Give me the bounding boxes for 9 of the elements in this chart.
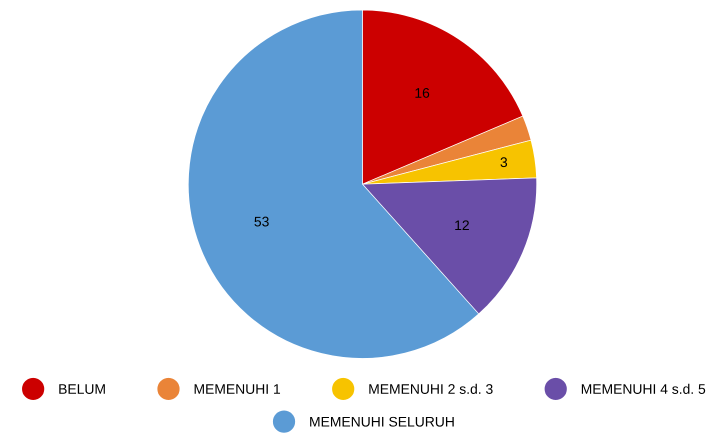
- legend-label: MEMENUHI 2 s.d. 3: [369, 384, 493, 394]
- legend-label: MEMENUHI 1: [194, 384, 280, 394]
- data-label: 3: [500, 157, 508, 168]
- data-label: 53: [254, 216, 269, 227]
- data-label: 12: [455, 220, 469, 230]
- legend-label: MEMENUHI SELURUH: [310, 416, 454, 427]
- legend-label: MEMENUHI 4 s.d. 5: [582, 384, 706, 394]
- data-label: 16: [415, 88, 430, 98]
- legend-label: BELUM: [59, 384, 105, 394]
